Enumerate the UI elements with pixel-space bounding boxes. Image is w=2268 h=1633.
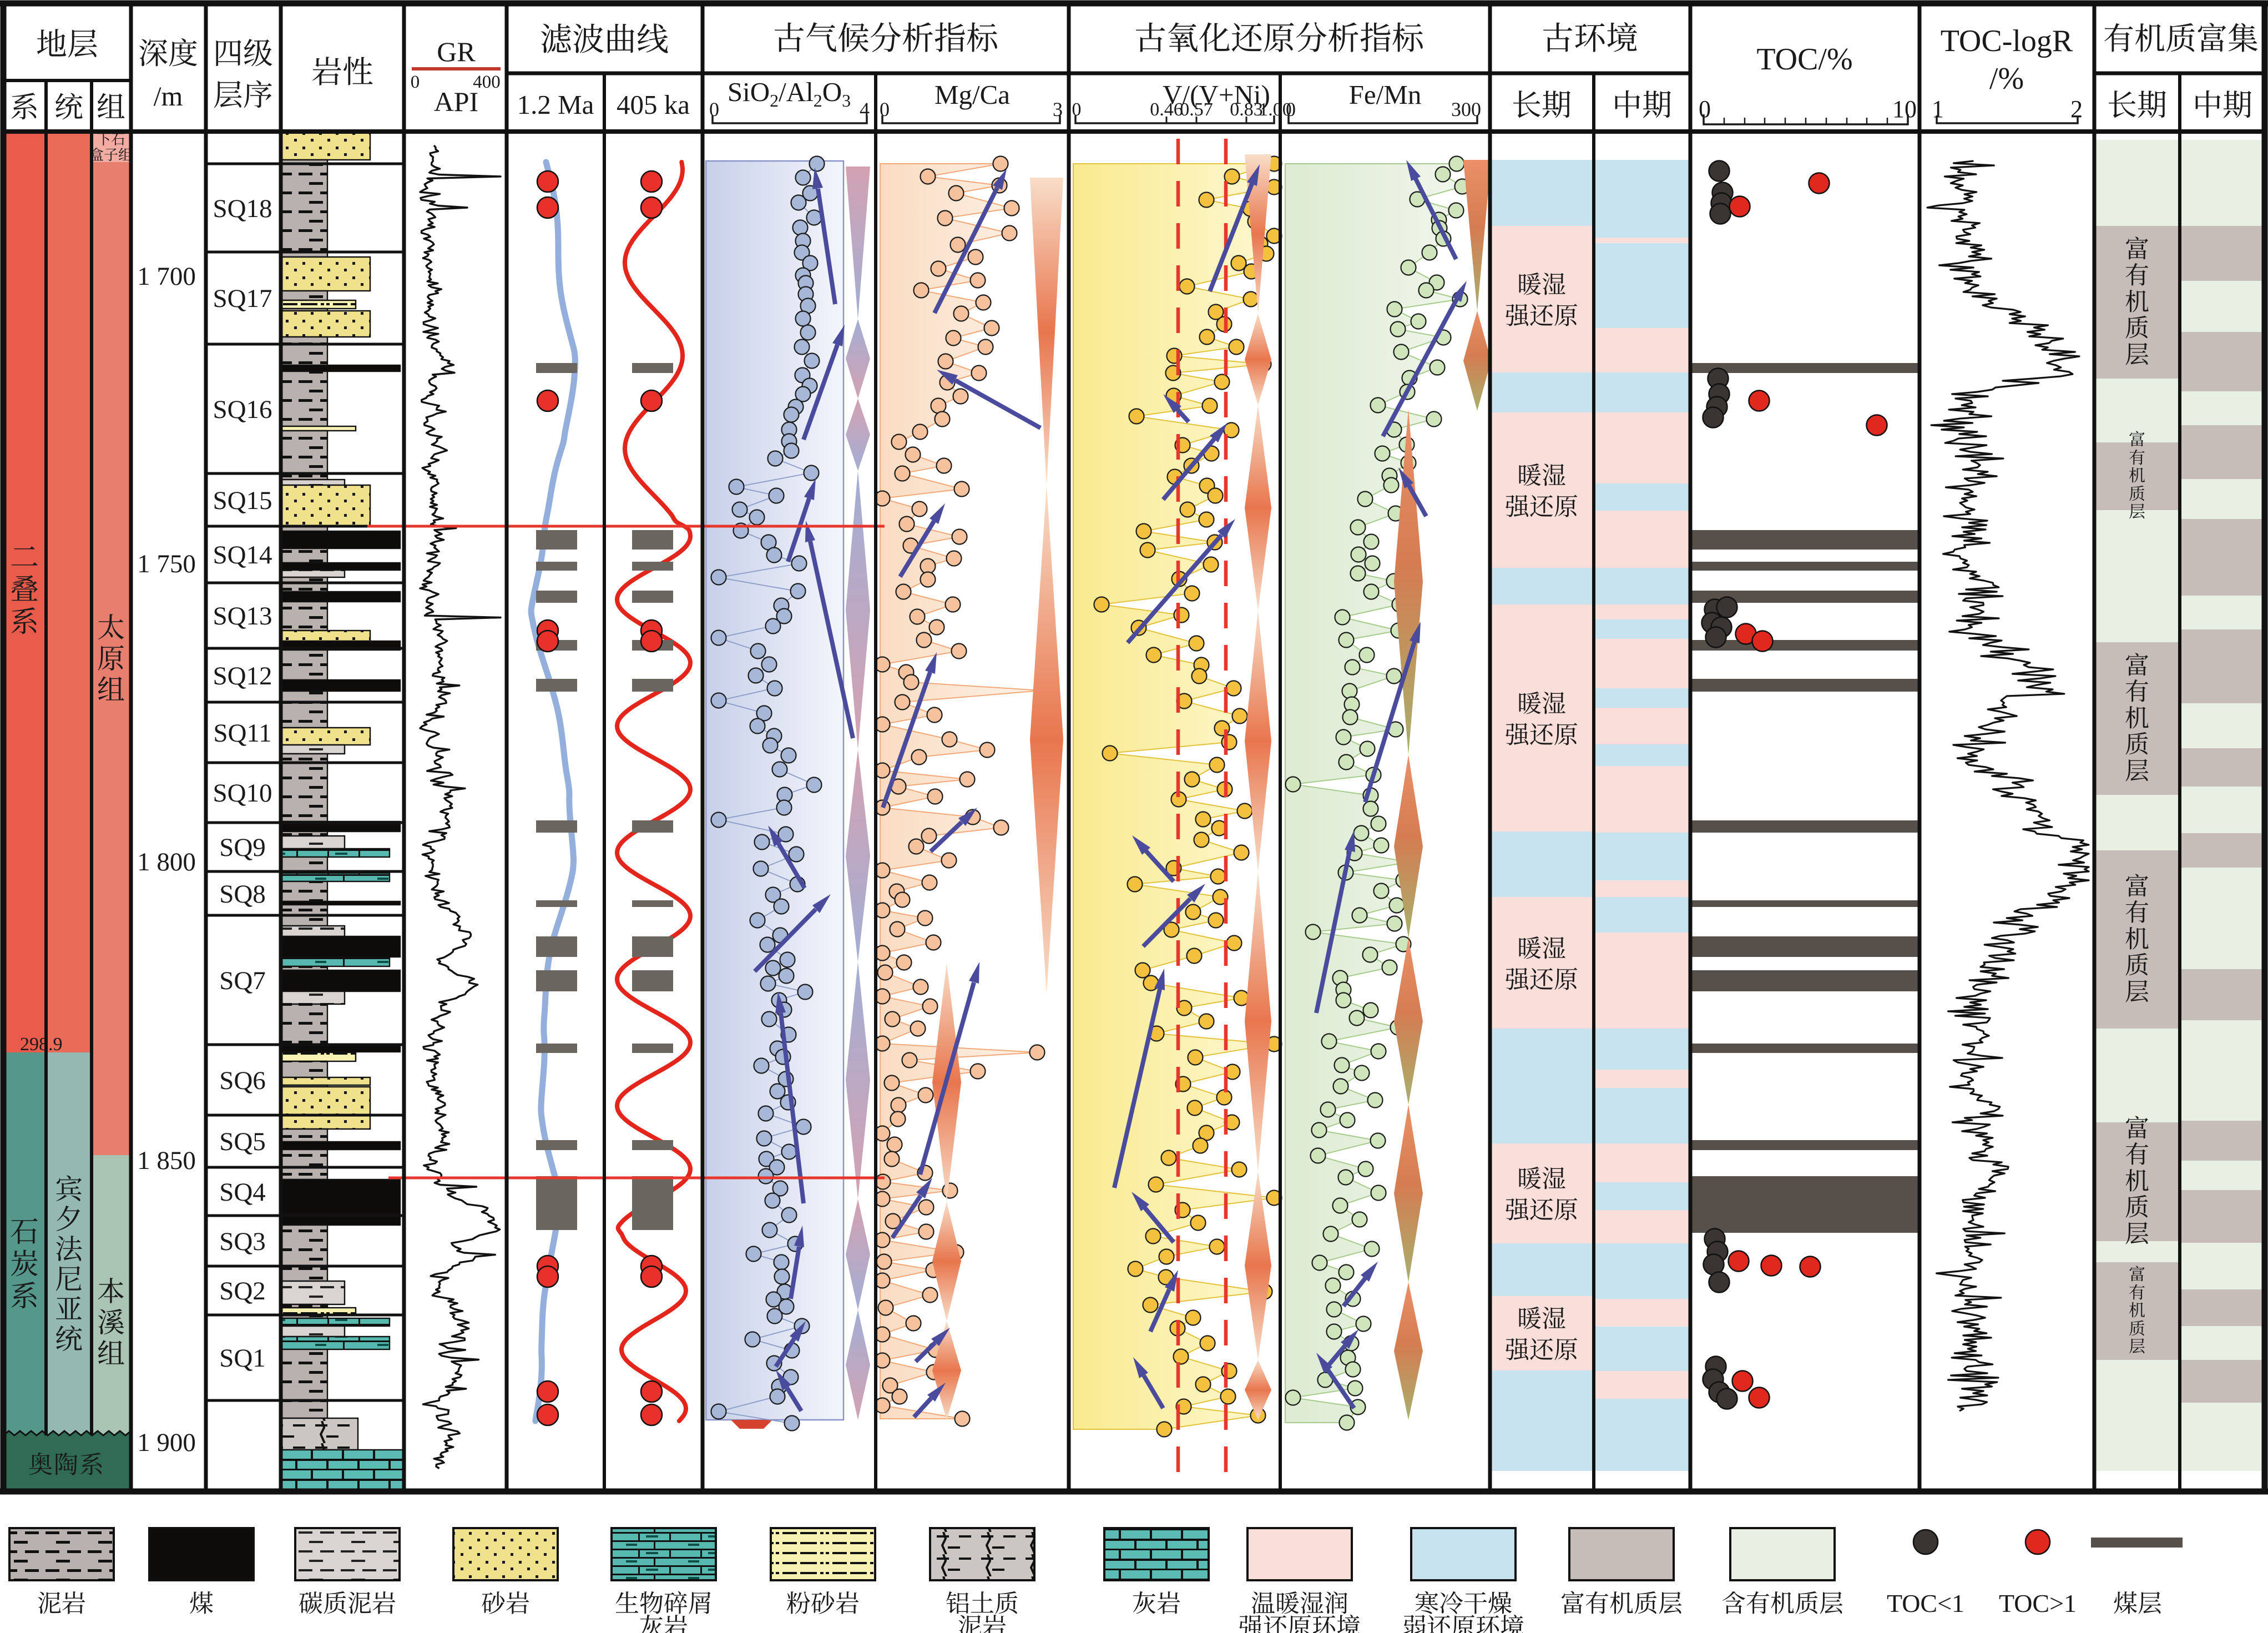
svg-text:0.57: 0.57 [1180,99,1213,120]
svg-text:SQ16: SQ16 [213,395,272,424]
svg-text:TOC>1: TOC>1 [1999,1589,2077,1617]
svg-text:SQ12: SQ12 [213,662,272,691]
svg-text:SQ9: SQ9 [219,833,266,862]
svg-text:0.46: 0.46 [1150,99,1183,120]
svg-text:SQ8: SQ8 [219,880,266,909]
svg-text:300: 300 [1451,98,1481,120]
svg-text:SQ2: SQ2 [219,1277,266,1306]
svg-text:1 750: 1 750 [137,550,196,578]
svg-text:SQ18: SQ18 [213,194,272,223]
svg-text:SQ5: SQ5 [219,1127,266,1156]
svg-text:TOC-logR: TOC-logR [1941,24,2073,58]
svg-text:0: 0 [709,98,719,120]
svg-text:0: 0 [1699,95,1711,123]
svg-text:SQ6: SQ6 [219,1066,266,1095]
svg-text:0.83: 0.83 [1230,99,1263,120]
svg-text:1 900: 1 900 [137,1428,196,1457]
svg-text:2: 2 [2070,95,2083,123]
svg-text:1: 1 [1932,95,1944,123]
svg-text:SQ3: SQ3 [219,1227,266,1256]
svg-text:1.00: 1.00 [1259,99,1292,120]
svg-text:405 ka: 405 ka [617,89,690,120]
svg-text:SQ13: SQ13 [213,602,272,631]
svg-text:0: 0 [1286,98,1296,120]
svg-text:0: 0 [1072,99,1082,120]
svg-text:1 700: 1 700 [137,262,196,291]
svg-text:SQ11: SQ11 [213,719,271,748]
svg-text:/m: /m [154,80,183,112]
svg-text:GR: GR [437,36,476,67]
svg-text:SQ14: SQ14 [213,541,272,569]
svg-text:SQ17: SQ17 [213,284,272,313]
svg-text:0: 0 [880,98,890,120]
svg-text:SQ4: SQ4 [219,1178,266,1207]
svg-text:4: 4 [860,98,870,120]
svg-text:1 800: 1 800 [137,848,196,876]
svg-text:3: 3 [1053,98,1063,120]
svg-text:Mg/Ca: Mg/Ca [935,79,1010,110]
svg-text:V/(V+Ni): V/(V+Ni) [1163,79,1270,110]
svg-text:/%: /% [1989,62,2024,96]
svg-text:SQ10: SQ10 [213,779,272,808]
svg-text:1 850: 1 850 [137,1146,196,1175]
svg-text:SQ7: SQ7 [219,966,266,995]
svg-text:0: 0 [411,72,420,92]
svg-text:API: API [434,86,479,117]
svg-text:Fe/Mn: Fe/Mn [1349,79,1422,110]
svg-text:298.9: 298.9 [20,1034,63,1055]
svg-text:TOC/%: TOC/% [1756,42,1852,77]
svg-text:400: 400 [473,72,501,92]
svg-text:SQ15: SQ15 [213,486,272,515]
svg-text:TOC<1: TOC<1 [1887,1589,1964,1617]
svg-text:1.2 Ma: 1.2 Ma [517,89,594,120]
svg-text:SQ1: SQ1 [219,1344,266,1373]
svg-text:10: 10 [1892,95,1917,123]
svg-text:SiO2/Al2O3: SiO2/Al2O3 [728,77,851,110]
